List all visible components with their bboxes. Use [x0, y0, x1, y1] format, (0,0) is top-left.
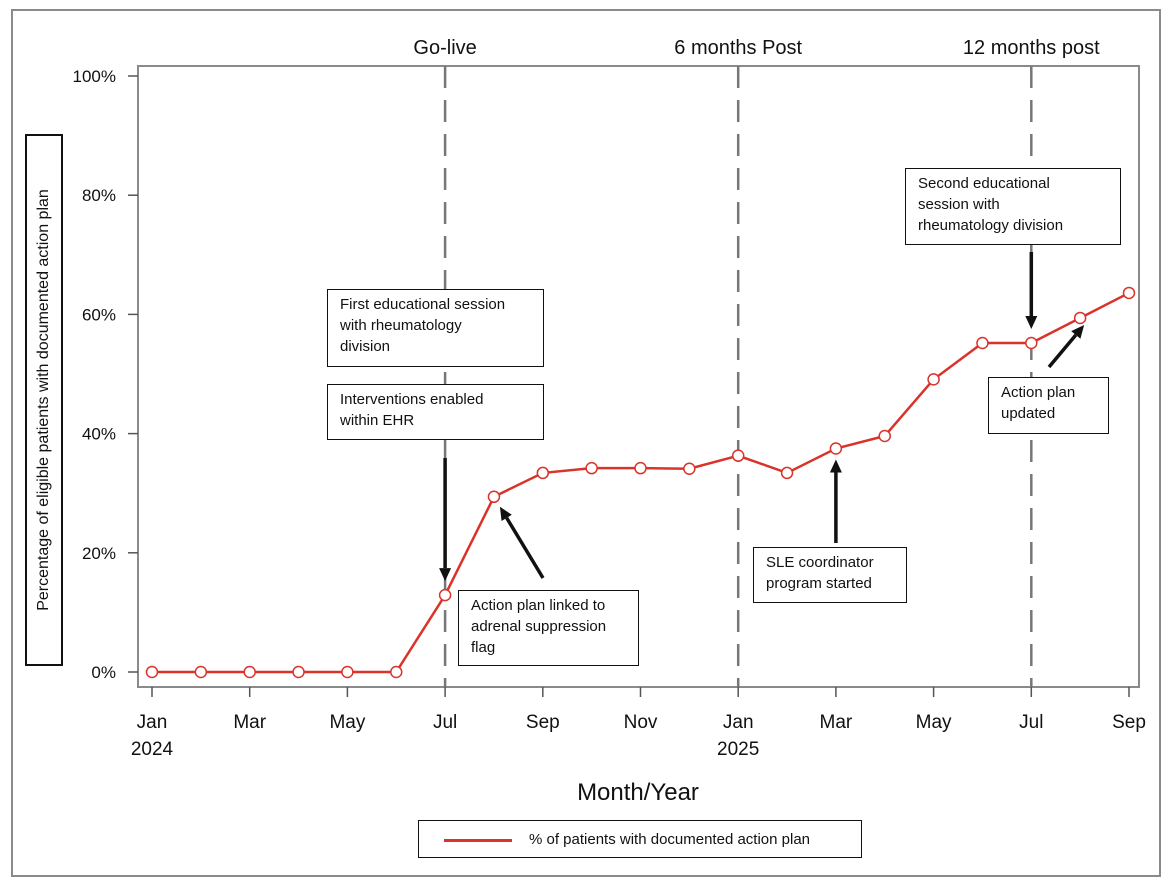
annotation-first-educational-session: First educational session with rheumatol… — [327, 289, 544, 367]
y-axis-title-box: Percentage of eligible patients with doc… — [25, 134, 63, 666]
data-point-marker — [878, 429, 891, 443]
data-point-marker — [1073, 311, 1087, 325]
data-point-marker — [683, 462, 696, 476]
annotation-sle-coordinator: SLE coordinator program started — [753, 547, 907, 603]
data-point-marker — [536, 466, 550, 480]
x-tick-label: May — [916, 712, 952, 733]
data-point-marker — [194, 665, 208, 679]
x-tick-year-label: 2024 — [131, 739, 174, 760]
x-tick-label: Mar — [820, 712, 853, 733]
data-point-marker — [634, 461, 647, 475]
arrow-action-plan-updated — [1047, 324, 1085, 369]
data-point-marker — [487, 490, 501, 504]
reference-line-label: 12 months post — [963, 37, 1100, 59]
x-tick-label: Jul — [433, 712, 457, 733]
data-point-marker — [341, 665, 354, 679]
y-tick-label: 100% — [73, 67, 116, 86]
annotation-second-educational-session: Second educational session with rheumato… — [905, 168, 1121, 245]
annotation-interventions-enabled: Interventions enabled within EHR — [327, 384, 544, 440]
x-tick-label: Jan — [137, 712, 168, 733]
data-point-marker — [585, 461, 598, 475]
series-line — [152, 291, 1130, 674]
data-point-marker — [390, 665, 403, 679]
data-point-marker — [780, 466, 794, 480]
data-point-marker — [145, 665, 159, 679]
y-tick-label: 0% — [91, 663, 116, 682]
annotation-action-plan-linked: Action plan linked to adrenal suppressio… — [458, 590, 639, 666]
data-point-marker — [438, 588, 452, 602]
data-point-marker — [1122, 286, 1136, 300]
x-tick-label: Mar — [233, 712, 266, 733]
y-tick-label: 20% — [82, 544, 116, 563]
data-point-marker — [829, 442, 843, 455]
arrow-action-plan-linked — [499, 506, 545, 579]
x-tick-label: Jan — [723, 712, 754, 733]
arrow-sle-coordinator — [829, 459, 842, 543]
y-tick-label: 80% — [82, 186, 116, 205]
x-tick-label: Jul — [1019, 712, 1043, 733]
data-point-marker — [976, 336, 989, 350]
legend-swatch — [444, 839, 512, 842]
arrow-interventions — [439, 458, 452, 582]
y-tick-label: 60% — [82, 305, 116, 324]
legend: % of patients with documented action pla… — [418, 820, 862, 858]
x-tick-label: May — [329, 712, 365, 733]
plot-area — [137, 65, 1140, 688]
data-point-marker — [243, 665, 256, 679]
legend-label: % of patients with documented action pla… — [529, 831, 811, 848]
data-point-marker — [731, 449, 745, 462]
arrow-second-educational — [1025, 252, 1038, 330]
reference-line-label: Go-live — [413, 37, 476, 59]
data-point-marker — [292, 665, 305, 679]
annotation-action-plan-updated: Action plan updated — [988, 377, 1109, 434]
data-point-marker — [1025, 336, 1038, 350]
reference-line-label: 6 months Post — [674, 37, 802, 59]
x-axis-title: Month/Year — [577, 779, 699, 806]
y-axis-title: Percentage of eligible patients with doc… — [35, 189, 52, 611]
x-tick-label: Sep — [526, 712, 560, 733]
y-tick-label: 40% — [82, 425, 116, 444]
x-tick-label: Sep — [1112, 712, 1146, 733]
x-tick-label: Nov — [624, 712, 658, 733]
x-tick-year-label: 2025 — [717, 739, 759, 760]
data-point-marker — [927, 373, 940, 386]
figure-frame — [11, 9, 1161, 877]
